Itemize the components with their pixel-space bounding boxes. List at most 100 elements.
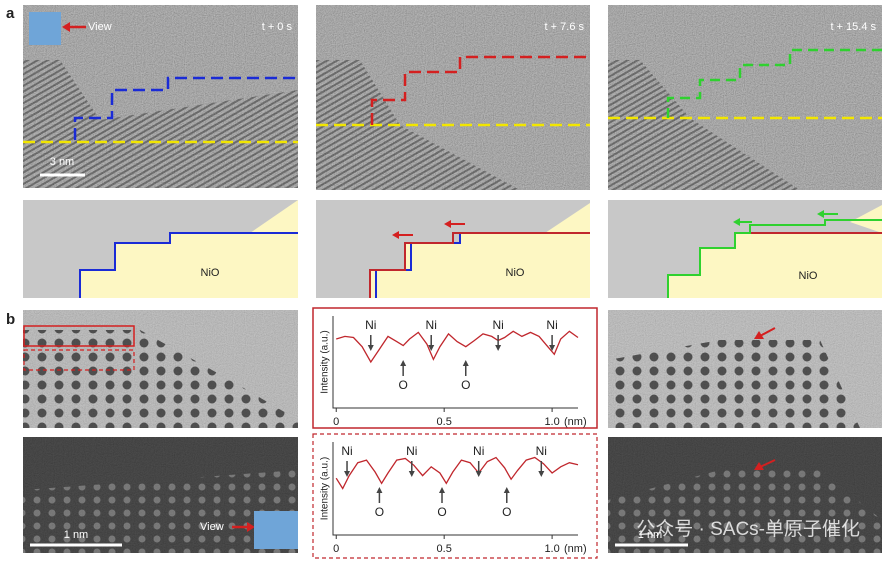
x-tick-label: 1.0 (544, 416, 559, 428)
x-tick-label: 0.5 (437, 543, 452, 555)
arrowhead (754, 462, 764, 470)
time-label: t + 7.6 s (545, 21, 585, 33)
lattice (608, 340, 860, 428)
region-label: NiO (201, 267, 220, 279)
plot-frame-dashed (312, 433, 598, 559)
atom-arrowhead (367, 345, 374, 351)
lattice (608, 470, 882, 553)
atom-arrowhead (439, 487, 446, 493)
watermark: 公众号 · SACs-单原子催化 (636, 518, 860, 540)
view-arrowhead (247, 522, 255, 532)
lattice (23, 60, 298, 188)
image-b2: 1 nm View (23, 437, 298, 553)
x-tick-label: 0 (333, 416, 339, 428)
x-tick-label: 0 (333, 543, 339, 555)
atom-label: Ni (536, 444, 547, 458)
nio-corner (545, 203, 590, 233)
view-cube (254, 511, 298, 549)
atom-label: Ni (473, 444, 484, 458)
atom-arrowhead (344, 471, 351, 477)
atom-label: Ni (406, 444, 417, 458)
atom-label: Ni (492, 318, 503, 332)
scale-label: 1 nm (64, 529, 88, 541)
scale-label: 3 nm (50, 156, 74, 168)
profile-line (335, 456, 579, 490)
arrowhead (817, 210, 824, 218)
arrows (738, 213, 838, 223)
profile-line (336, 330, 579, 364)
x-axis-label: (nm) (564, 543, 587, 555)
step-line (667, 219, 882, 298)
y-axis-label: Intensity (a.u.) (320, 330, 331, 393)
atom-label: Ni (341, 444, 352, 458)
atom-arrowhead (462, 360, 469, 366)
atom-arrowhead (503, 487, 510, 493)
image-b4: 1 nm (608, 437, 882, 553)
atom-arrowhead (376, 487, 383, 493)
atom-arrowhead (538, 471, 545, 477)
y-axis-label: Intensity (a.u.) (320, 457, 331, 520)
lattice (316, 60, 520, 190)
panel-label: a (6, 5, 15, 22)
arrowhead (444, 220, 451, 228)
atom-label: Ni (365, 318, 376, 332)
frame-2: t + 7.6 s (316, 5, 590, 190)
nio-region (668, 233, 882, 298)
image-b1 (23, 310, 298, 428)
atom-label: O (461, 378, 470, 392)
schematic-2: NiO (316, 200, 590, 298)
atom-label: O (375, 505, 384, 519)
profile-box-dashed (23, 349, 135, 371)
arrows (397, 223, 465, 236)
view-cube (29, 12, 61, 45)
view-arrowhead (62, 22, 70, 32)
nio-region (370, 233, 590, 298)
nio-corner (250, 200, 298, 233)
step-dash (73, 76, 298, 140)
lattice (23, 330, 298, 428)
view-label: View (200, 521, 224, 533)
view-label: View (88, 21, 112, 33)
arrow (759, 327, 776, 337)
step-dash (666, 48, 882, 118)
nio-region (80, 233, 298, 298)
step-dash (370, 55, 590, 125)
step-line (79, 232, 298, 298)
axes (332, 442, 578, 536)
arrowhead (392, 231, 399, 239)
atom-label: O (502, 505, 511, 519)
profile-box (23, 325, 135, 347)
schematic-3: NiO (608, 200, 882, 298)
x-axis-label: (nm) (564, 416, 587, 428)
atom-label: O (398, 378, 407, 392)
step-line (369, 232, 590, 298)
time-label: t + 15.4 s (830, 21, 876, 33)
panel-label: b (6, 311, 15, 328)
image-b3 (608, 310, 882, 428)
region-label: NiO (799, 270, 818, 282)
schematic-1: NiO (23, 200, 298, 298)
lattice (23, 470, 298, 553)
arrow (759, 459, 776, 468)
atom-arrowhead (408, 471, 415, 477)
scale-label: 1 nm (638, 529, 662, 541)
x-tick-label: 1.0 (544, 543, 559, 555)
atom-label: O (437, 505, 446, 519)
arrowhead (733, 218, 740, 226)
atom-arrowhead (400, 360, 407, 366)
atom-arrowhead (428, 345, 435, 351)
frame-3: t + 15.4 s (608, 5, 882, 190)
atom-label: Ni (426, 318, 437, 332)
arrowhead (754, 331, 764, 339)
axes (332, 316, 578, 409)
time-label: t + 0 s (262, 21, 293, 33)
atom-label: Ni (546, 318, 557, 332)
lattice (608, 60, 800, 190)
x-tick-label: 0.5 (437, 416, 452, 428)
region-label: NiO (506, 267, 525, 279)
frame-1: View t + 0 s 3 nm (23, 5, 298, 188)
atom-arrowhead (475, 471, 482, 477)
